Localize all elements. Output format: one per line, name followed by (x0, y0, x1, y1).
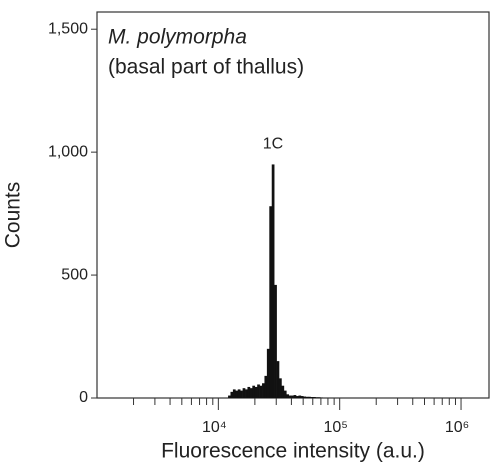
histogram-bar (228, 395, 231, 398)
histogram-bar (235, 390, 239, 398)
histogram-bar (293, 395, 297, 398)
histogram-bar (269, 206, 273, 398)
histogram-bar (312, 397, 316, 398)
histogram-bar (240, 390, 243, 398)
histogram-bar (230, 391, 234, 398)
histogram-bar (298, 395, 302, 398)
histogram-bar (266, 348, 270, 398)
chart-title: M. polymorpha (108, 26, 247, 49)
peak-annotation: 1C (263, 136, 283, 153)
histogram-bar (286, 394, 290, 398)
histogram-bar (300, 396, 304, 398)
y-tick-label: 1,500 (48, 20, 88, 37)
histogram-bar (254, 386, 258, 398)
histogram-bar (279, 378, 282, 398)
x-tick-label: 10⁶ (445, 419, 469, 436)
histogram-bar (283, 390, 287, 398)
histogram-bar (242, 388, 246, 398)
histogram-bar (305, 396, 309, 398)
x-tick-label: 10⁵ (323, 419, 347, 436)
y-tick-label: 1,000 (48, 143, 88, 160)
chart-subtitle: (basal part of thallus) (108, 56, 304, 79)
histogram-bar (296, 396, 299, 398)
histogram-bar (259, 385, 263, 398)
histogram-bar (262, 383, 265, 398)
histogram-bar (257, 384, 260, 398)
histogram-bar (315, 397, 319, 398)
histogram-bar (274, 284, 277, 398)
x-tick-label: 10⁴ (202, 419, 227, 436)
x-axis-label: Fluorescence intensity (a.u.) (161, 440, 425, 463)
y-axis-label: Counts (2, 182, 25, 249)
histogram-bar (264, 375, 268, 398)
y-tick-label: 500 (61, 266, 88, 283)
histogram-bar (249, 388, 253, 398)
histogram-bar (310, 397, 314, 398)
histogram-bar (291, 395, 294, 398)
histogram-bar (308, 396, 311, 398)
histogram-bar (245, 389, 248, 398)
histogram-bar (317, 397, 321, 398)
histogram-bar (232, 389, 236, 398)
histogram-bar (303, 396, 307, 398)
histogram-bar (288, 395, 292, 398)
histogram-bar (276, 361, 280, 398)
histogram-bar (271, 164, 275, 398)
histogram-bar (252, 385, 256, 398)
histogram-bar (247, 386, 251, 398)
histogram-bar (237, 389, 241, 398)
y-tick-label: 0 (79, 389, 88, 406)
histogram-bar (281, 385, 285, 398)
